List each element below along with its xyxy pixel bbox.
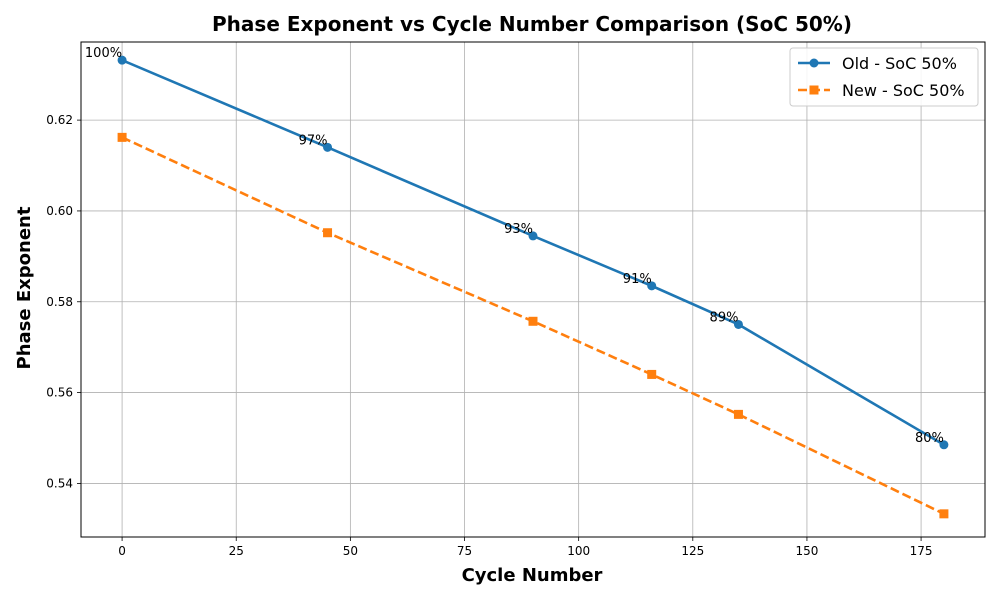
point-annotation: 97% (299, 133, 328, 148)
y-tick-label: 0.60 (46, 204, 73, 218)
series-line-1 (121, 58, 945, 446)
y-tick-label: 0.58 (46, 295, 73, 309)
x-tick-label: 125 (681, 544, 704, 558)
legend: Old - SoC 50% New - SoC 50% (789, 47, 979, 107)
data-point (117, 55, 127, 65)
y-tick-label: 0.62 (46, 113, 73, 127)
y-tick-label: 0.56 (46, 386, 73, 400)
x-tick-label: 175 (910, 544, 933, 558)
point-annotation: 89% (710, 310, 739, 325)
data-point (528, 316, 538, 326)
x-tick-label: 75 (457, 544, 472, 558)
data-point (733, 319, 743, 329)
axes-frame (80, 41, 986, 538)
x-axis-label: Cycle Number (462, 565, 603, 586)
x-tick-label: 50 (343, 544, 358, 558)
data-point (733, 409, 743, 419)
point-annotation: 80% (915, 431, 944, 446)
legend-marker (809, 85, 819, 95)
data-point (528, 231, 538, 241)
data-point (323, 228, 333, 238)
chart-title: Phase Exponent vs Cycle Number Compariso… (212, 12, 852, 36)
y-axis-label: Phase Exponent (14, 206, 35, 369)
data-point (939, 509, 949, 519)
point-annotation: 93% (504, 222, 533, 237)
point-annotation: 91% (623, 272, 652, 287)
plot-area: 0 25 50 75 100 125 150 175 0.54 0.56 0.58 0.60 0.62 1… (46, 41, 986, 558)
x-tick-label: 150 (795, 544, 818, 558)
x-tick-label: 100 (567, 544, 590, 558)
legend-marker (809, 58, 819, 68)
legend-box (789, 47, 979, 107)
series-line-2 (121, 136, 945, 516)
legend-label: New - SoC 50% (842, 81, 965, 100)
data-point (647, 369, 657, 379)
data-point (939, 440, 949, 450)
y-tick-label: 0.54 (46, 476, 73, 490)
data-point (117, 132, 127, 142)
x-tick-label: 0 (118, 544, 126, 558)
point-annotation: 100% (85, 46, 122, 61)
x-tick-label: 25 (229, 544, 244, 558)
legend-label: Old - SoC 50% (842, 54, 957, 73)
data-point (323, 142, 333, 152)
data-point (647, 281, 657, 291)
